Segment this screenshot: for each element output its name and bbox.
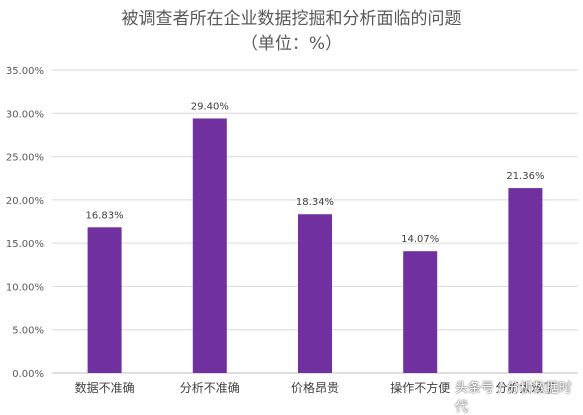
value-label: 21.36% (506, 171, 544, 182)
bar (298, 214, 332, 373)
y-tick-label: 20.00% (6, 196, 44, 207)
y-axis-ticks: 0.00% 5.00% 10.00% 15.00% 20.00% 25.00% 30.00%… (6, 66, 44, 380)
watermark: 头条号 / 分析数据时代 (455, 381, 572, 415)
x-tick-label: 操作不方便 (390, 380, 450, 395)
value-labels: 16.83% 29.40% 18.34% 14.07% 21.36% (86, 101, 545, 245)
value-label: 16.83% (86, 210, 124, 221)
value-label: 14.07% (401, 234, 439, 245)
bars (87, 118, 543, 373)
value-label: 18.34% (296, 197, 334, 208)
grid-lines (52, 69, 578, 374)
chart-title: 被调查者所在企业数据挖掘和分析面临的问题 (121, 9, 462, 29)
y-tick-label: 25.00% (6, 153, 44, 164)
bar (192, 118, 227, 373)
y-tick-label: 10.00% (6, 282, 44, 293)
y-tick-label: 5.00% (12, 326, 44, 337)
y-tick-label: 0.00% (12, 369, 44, 380)
bar-chart: 0.00% 5.00% 10.00% 15.00% 20.00% 25.00% 30.00%… (6, 66, 578, 395)
x-axis-ticks: 数据不准确 分析不准确 价格昂贵 操作不方便 分析太难了 (75, 380, 556, 395)
x-tick-label: 数据不准确 (75, 380, 135, 395)
bar (508, 188, 543, 373)
y-tick-label: 35.00% (6, 66, 44, 77)
y-tick-label: 15.00% (6, 239, 44, 250)
x-tick-label: 分析太难了 (495, 380, 555, 395)
chart-subtitle: （单位：%） (240, 34, 343, 54)
value-label: 29.40% (191, 101, 229, 112)
bar (87, 227, 122, 373)
x-tick-label: 分析不准确 (180, 381, 240, 395)
bar (403, 251, 438, 373)
x-tick-label: 价格昂贵 (291, 380, 339, 395)
y-tick-label: 30.00% (6, 109, 44, 120)
